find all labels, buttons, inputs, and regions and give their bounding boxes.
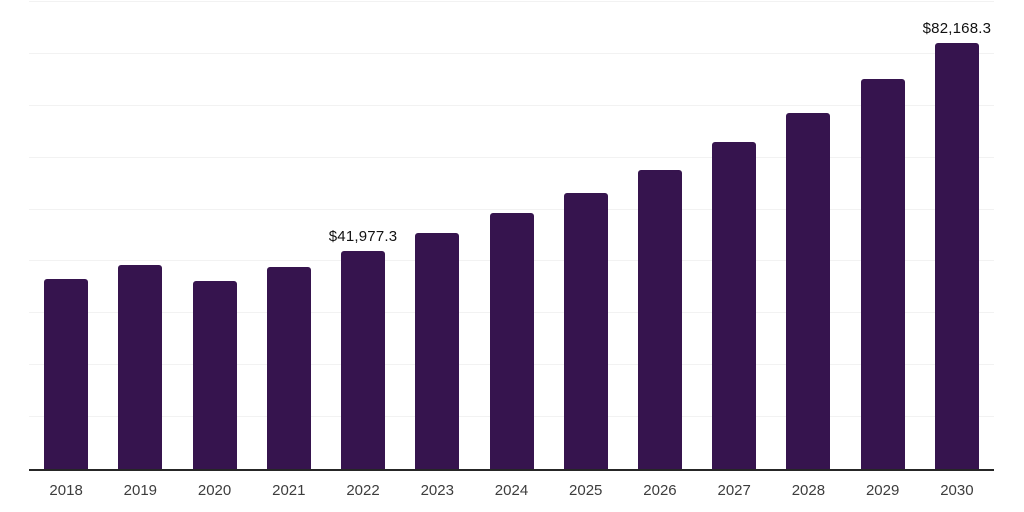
bar-2022 — [341, 251, 386, 469]
value-label-2022: $41,977.3 — [328, 228, 398, 246]
x-tick-2026: 2026 — [643, 482, 677, 499]
x-tick-2020: 2020 — [197, 482, 232, 499]
bar-2027 — [712, 142, 757, 469]
x-tick-2025: 2025 — [569, 482, 603, 499]
x-tick-2022: 2022 — [346, 482, 380, 499]
bar-2026 — [637, 169, 682, 469]
value-label-2030: $82,168.3 — [922, 19, 992, 37]
bar-2020 — [192, 280, 237, 469]
x-tick-2027: 2027 — [717, 482, 751, 499]
bar-2019 — [118, 264, 163, 469]
x-tick-2019: 2019 — [123, 482, 158, 499]
x-tick-2028: 2028 — [791, 482, 826, 499]
bar-2021 — [266, 266, 311, 469]
gridline — [29, 1, 994, 2]
x-tick-2021: 2021 — [272, 482, 306, 499]
x-tick-2029: 2029 — [865, 482, 900, 499]
gridline — [29, 104, 994, 106]
bar-2025 — [563, 192, 608, 469]
bar-2024 — [489, 213, 534, 469]
gridline — [29, 52, 994, 54]
plot-area: $41,977.3 $82,168.3 — [29, 1, 994, 471]
x-tick-2023: 2023 — [420, 482, 454, 499]
gridline — [29, 208, 994, 210]
x-tick-2024: 2024 — [494, 482, 529, 499]
x-axis: 2018 2019 2020 2021 2022 2023 2024 2025 2026 2027… — [29, 481, 994, 503]
bar-2028 — [786, 112, 831, 469]
bar-2018 — [44, 278, 89, 469]
bar-2030 — [934, 42, 979, 469]
gridline — [29, 156, 994, 158]
bar-2029 — [860, 78, 905, 469]
bar-2023 — [415, 233, 460, 469]
x-tick-2030: 2030 — [940, 482, 974, 499]
x-tick-2018: 2018 — [49, 482, 83, 499]
